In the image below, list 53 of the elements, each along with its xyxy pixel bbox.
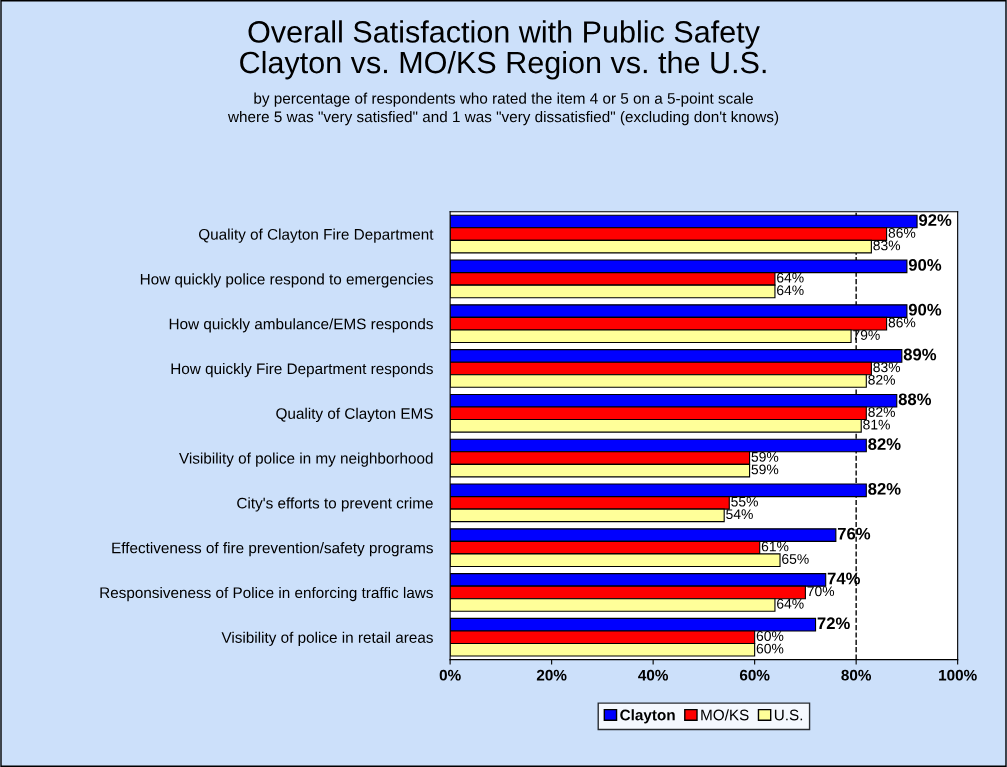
data-label: 59% (751, 451, 779, 462)
legend-label: Clayton (620, 709, 675, 724)
legend-label: U.S. (774, 709, 803, 721)
data-label: 88% (898, 393, 932, 406)
y-tick-label: Responsiveness of Police in enforcing traffic laws (100, 586, 433, 602)
y-tick-label: City's efforts to prevent crime (237, 497, 433, 512)
text: where 5 was "very satisfied" and 1 was "very dissatisfied" (excluding don't knows) (227, 111, 779, 126)
y-tick-label: How quickly ambulance/EMS responds (169, 318, 433, 333)
legend-label: MO/KS (701, 709, 749, 721)
data-label: 82% (868, 482, 901, 495)
data-label: 90% (908, 303, 942, 316)
data-label: 65% (782, 554, 809, 564)
data-label: 86% (888, 317, 916, 328)
y-tick-label: How quickly Fire Department responds (171, 362, 433, 378)
x-tick-label: 80% (841, 669, 872, 681)
data-label: 64% (777, 598, 804, 609)
data-label: 55% (731, 496, 758, 507)
data-label: 70% (807, 586, 835, 597)
data-label: 74% (827, 572, 861, 585)
x-tick-label: 40% (638, 669, 669, 681)
y-tick-label: Visibility of police in retail areas (221, 631, 433, 646)
data-label: 81% (863, 419, 890, 430)
chart-title: Overall Satisfaction with Public Safety (248, 20, 760, 49)
data-label: 83% (873, 240, 901, 251)
data-label: 82% (868, 438, 901, 450)
y-tick-label: Effectiveness of fire prevention/safety programs (112, 542, 433, 557)
data-label: 82% (868, 407, 895, 417)
data-label: 60% (756, 631, 784, 641)
x-tick-label: 100% (939, 669, 977, 681)
data-label: 59% (751, 464, 779, 475)
y-tick-label: Visibility of police in my neighborhood (179, 452, 433, 467)
data-label: 82% (868, 374, 895, 385)
data-label: 92% (919, 214, 952, 227)
data-label: 61% (761, 541, 789, 552)
data-label: 60% (756, 643, 784, 654)
x-tick-label: 60% (739, 669, 770, 681)
y-tick-label: How quickly police respond to emergencies (140, 273, 433, 288)
data-label: 89% (903, 348, 937, 361)
data-label: 86% (888, 227, 916, 238)
x-tick-label: 0% (439, 669, 461, 681)
data-label: 72% (817, 617, 850, 630)
data-label: 64% (777, 272, 804, 283)
data-label: 76% (837, 527, 871, 540)
data-label: 64% (777, 285, 804, 296)
data-label: 79% (853, 330, 880, 340)
text: by percentage of respondents who rated the item 4 or 5 on a 5-point scale (254, 92, 753, 107)
x-tick-label: 20% (536, 669, 567, 681)
data-label: 83% (873, 362, 901, 373)
y-tick-label: Quality of Clayton Fire Department (199, 228, 434, 243)
y-tick-label: Quality of Clayton EMS (276, 407, 433, 422)
chart-subtitle: Clayton vs. MO/KS Region vs. the U.S. (240, 50, 766, 80)
data-label: 90% (908, 259, 942, 271)
data-label: 54% (726, 509, 753, 520)
